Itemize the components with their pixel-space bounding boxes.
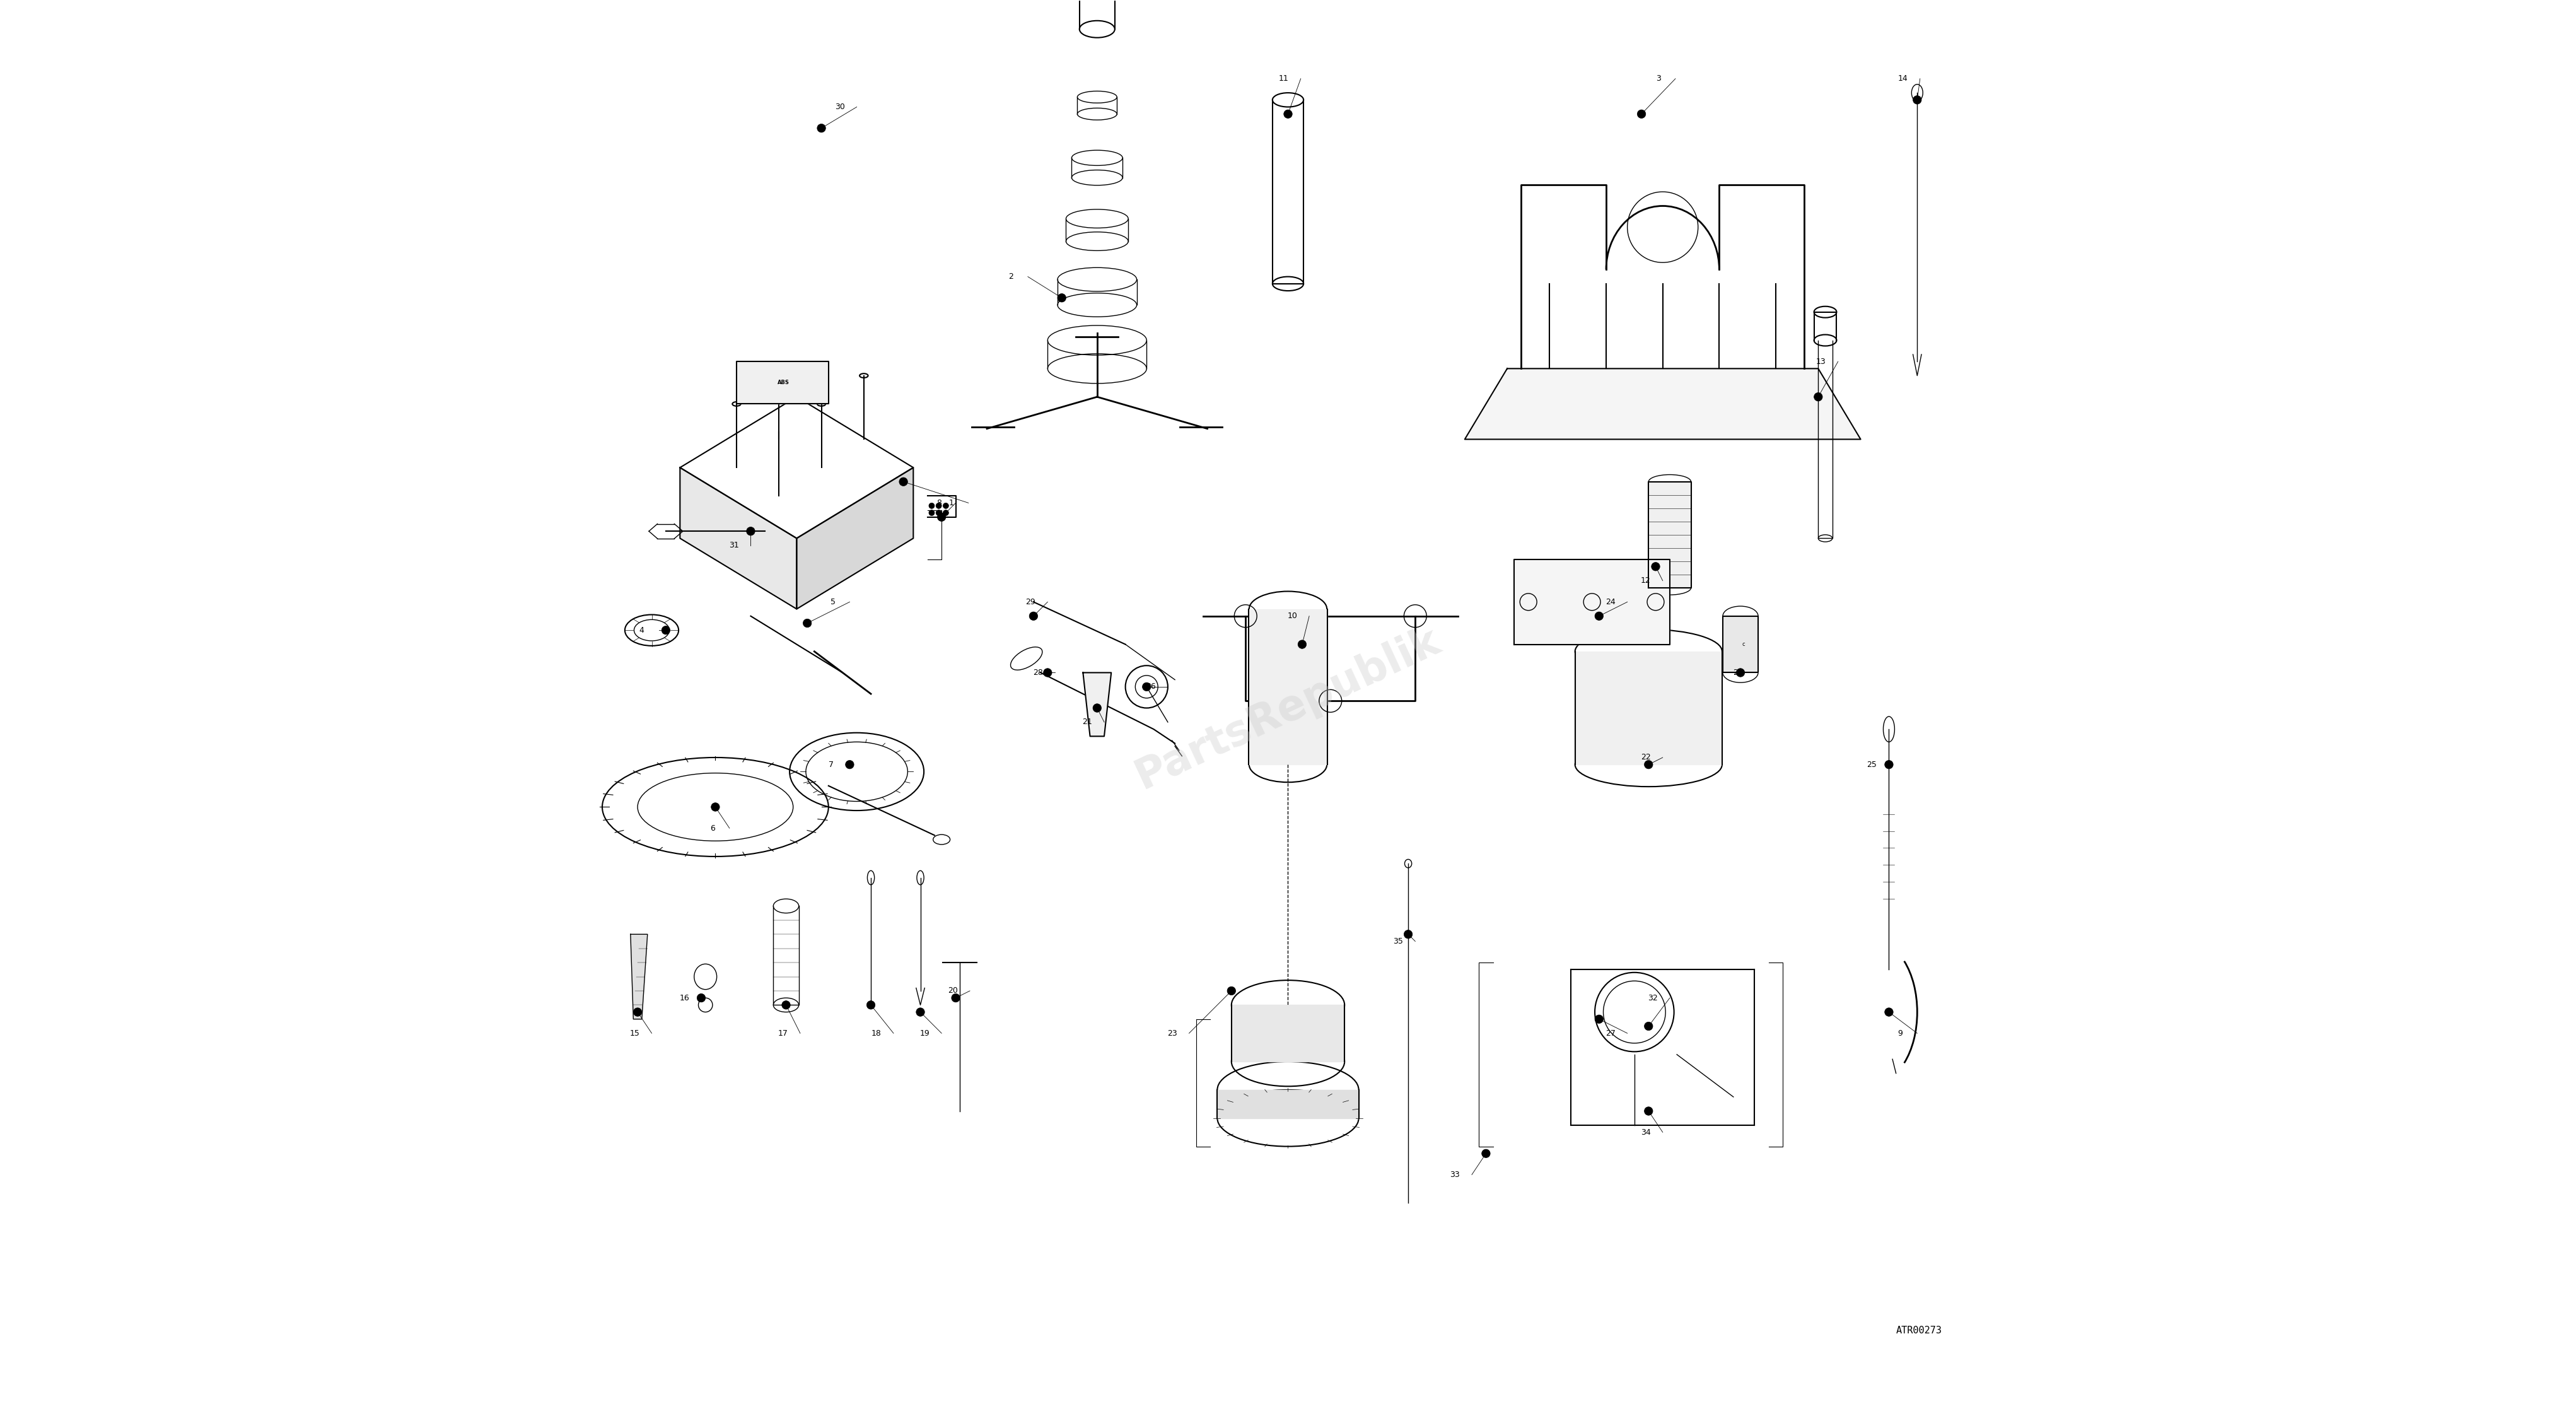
Circle shape [1226,987,1236,995]
Text: 13: 13 [1816,357,1826,365]
Text: 18: 18 [871,1029,881,1038]
Circle shape [1736,668,1744,677]
Circle shape [1481,1150,1489,1158]
Text: 32: 32 [1649,994,1659,1003]
Text: 23: 23 [1167,1029,1177,1038]
Text: 16: 16 [680,994,690,1003]
Circle shape [943,510,948,515]
Circle shape [698,994,706,1003]
Text: 14: 14 [1899,75,1909,82]
Text: 27: 27 [1605,1029,1615,1038]
Text: 9: 9 [1899,1029,1904,1038]
Polygon shape [631,935,647,1020]
Circle shape [917,1008,925,1017]
Circle shape [1283,110,1293,119]
Circle shape [1595,1015,1602,1024]
Text: 31: 31 [729,541,739,549]
Text: 33: 33 [1450,1171,1461,1178]
Text: ABS: ABS [778,379,788,385]
Text: 19: 19 [920,1029,930,1038]
Circle shape [866,1001,876,1010]
Text: 21: 21 [1082,718,1092,726]
Circle shape [1814,392,1821,401]
Polygon shape [680,467,796,609]
Text: 36: 36 [1146,683,1157,691]
Circle shape [845,760,853,769]
Text: 11: 11 [1278,75,1288,82]
Circle shape [662,626,670,634]
Text: 15: 15 [629,1029,639,1038]
Circle shape [1643,1022,1654,1031]
Polygon shape [796,467,914,609]
Text: 5: 5 [829,598,835,606]
Text: PartsRepublik: PartsRepublik [1128,619,1448,797]
Text: 10: 10 [1288,612,1298,620]
Circle shape [804,619,811,627]
Circle shape [1643,1107,1654,1116]
Polygon shape [1218,1090,1358,1119]
Text: 35: 35 [1394,937,1404,946]
Text: 25: 25 [1868,760,1878,769]
Text: 3: 3 [1656,75,1662,82]
Circle shape [951,994,961,1003]
Circle shape [817,125,827,133]
Circle shape [899,477,907,486]
Polygon shape [1231,1005,1345,1062]
Circle shape [1651,562,1659,571]
Text: 24: 24 [1605,598,1615,606]
Text: 20: 20 [948,987,958,995]
Circle shape [1092,704,1103,712]
Circle shape [747,527,755,535]
Circle shape [1043,668,1051,677]
Circle shape [1141,683,1151,691]
Text: 30: 30 [835,103,845,110]
Polygon shape [1649,481,1690,588]
Circle shape [1030,612,1038,620]
Text: 29: 29 [1025,598,1036,606]
Circle shape [1595,612,1602,620]
Text: 34: 34 [1641,1129,1651,1137]
Polygon shape [1082,673,1110,736]
Circle shape [943,503,948,508]
Circle shape [634,1008,641,1017]
Text: 4: 4 [639,626,644,634]
Text: ATR00273: ATR00273 [1896,1325,1942,1335]
Circle shape [711,803,719,811]
Text: c: c [1741,641,1744,647]
Circle shape [1059,293,1066,302]
Polygon shape [680,396,914,538]
Circle shape [781,1001,791,1010]
Circle shape [935,510,943,515]
Text: 1: 1 [948,498,953,507]
Circle shape [935,503,943,508]
Polygon shape [1574,651,1723,765]
Circle shape [938,513,945,521]
Text: 28: 28 [1033,668,1043,677]
Text: 8: 8 [935,498,940,507]
Text: 26: 26 [1734,668,1741,677]
Text: 12: 12 [1641,576,1651,585]
Circle shape [1886,1008,1893,1017]
Polygon shape [1466,368,1860,439]
Polygon shape [1515,559,1669,644]
Polygon shape [737,361,829,404]
Polygon shape [1723,616,1759,673]
Circle shape [1404,930,1412,939]
Circle shape [1886,760,1893,769]
Circle shape [930,503,935,508]
Text: 17: 17 [778,1029,788,1038]
Text: 7: 7 [829,760,835,769]
Circle shape [1638,110,1646,119]
Text: 22: 22 [1641,753,1651,762]
Circle shape [930,510,935,515]
Text: 6: 6 [711,824,716,833]
Polygon shape [1249,609,1327,765]
Circle shape [1914,96,1922,105]
Circle shape [1298,640,1306,649]
Text: 2: 2 [1007,272,1012,280]
Circle shape [1643,760,1654,769]
